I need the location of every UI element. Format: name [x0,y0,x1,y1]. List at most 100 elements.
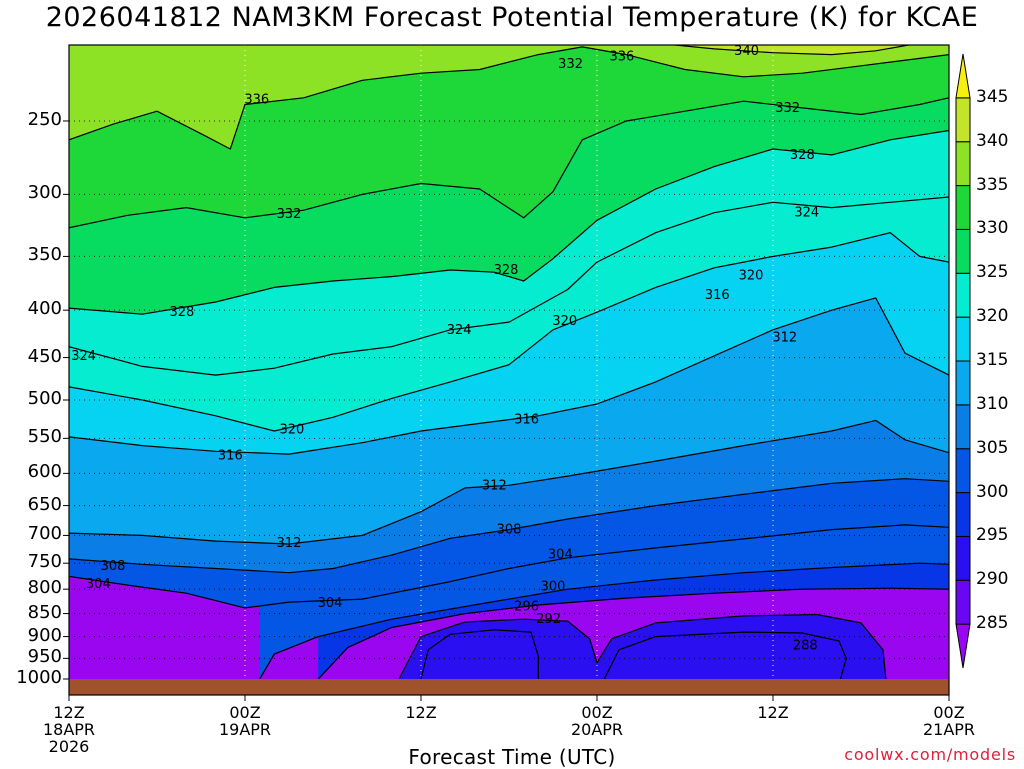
ytick-label-400: 400 [27,298,62,320]
contour-332-12 [69,97,949,229]
colorbar-label-300: 300 [976,481,1009,502]
colorbar-swatch-13 [955,53,971,99]
contour-label-340-0: 340 [734,44,759,59]
contour-label-332-6: 332 [277,207,302,222]
contour-label-328-5: 328 [790,148,815,163]
xtick-line-48-0: 12Z [757,703,789,722]
contour-label-324-15: 324 [71,349,96,364]
colorbar-swatch-1 [955,579,971,625]
xtick-line-36-1: 20APR [570,720,624,739]
contour-label-320-9: 320 [739,269,764,284]
colorbar-label-345: 345 [976,86,1009,107]
colorbar-label-295: 295 [976,525,1009,546]
contour-label-336-3: 336 [244,92,269,107]
contour-324-10 [69,196,949,376]
contour-label-328-8: 328 [494,263,519,278]
ytick-label-950: 950 [27,646,62,668]
colorbar-swatch-5 [955,404,971,450]
colorbar-label-290: 290 [976,569,1009,590]
contour-label-316-18: 316 [218,449,243,464]
xtick-line-36-0: 00Z [581,703,613,722]
colorbar-label-315: 315 [976,350,1009,370]
colorbar-swatch-8 [955,272,971,318]
contour-label-304-22: 304 [548,548,573,563]
chart-title: 2026041812 NAM3KM Forecast Potential Tem… [45,2,979,33]
ytick-label-500: 500 [27,387,62,409]
field-band-336-13 [69,45,949,149]
contour-label-328-11: 328 [170,305,195,320]
contour-label-304-26: 304 [318,596,343,611]
field-band-292-2 [399,614,886,679]
contour-label-288-29: 288 [793,638,818,653]
colorbar-label-320: 320 [976,306,1009,327]
contour-label-308-20: 308 [497,523,522,538]
xtick-line-60-0: 00Z [933,703,965,722]
contour-label-308-23: 308 [101,559,126,574]
xtick-label-24: 12Z [376,704,466,721]
contour-label-316-16: 316 [514,413,539,428]
contour-label-324-12: 324 [447,323,472,338]
colorbar-swatch-9 [955,228,971,274]
xtick-label-48: 12Z [728,704,818,721]
contour-336-13 [69,46,949,150]
contour-label-292-28: 292 [536,612,561,627]
colorbar-label-310: 310 [976,393,1009,414]
xtick-line-0-0: 12Z [53,703,85,722]
ytick-label-450: 450 [27,345,62,367]
xtick-line-0-2: 2026 [48,737,90,756]
ytick-label-700: 700 [27,523,62,545]
contour-300-4 [259,562,949,679]
colorbar-swatch-3 [955,492,971,537]
contour-328-11 [69,129,949,315]
xtick-line-60-1: 21APR [922,720,976,739]
contour-label-324-7: 324 [794,206,819,221]
temperature-field [69,45,949,679]
contour-label-336-1: 336 [610,50,635,65]
ytick-label-900: 900 [27,624,62,646]
xtick-label-60: 00Z 21APR [904,704,994,738]
colorbar-label-335: 335 [976,174,1009,195]
tick-marks [63,120,950,701]
contour-label-296-27: 296 [514,599,539,614]
contour-label-312-14: 312 [772,330,797,345]
ytick-label-850: 850 [27,601,62,623]
colorbar-swatch-2 [955,535,971,581]
contour-label-312-19: 312 [482,478,507,493]
colorbar-swatch-12 [955,97,971,143]
colorbar-swatch-4 [955,448,971,494]
contour-label-320-17: 320 [280,422,305,437]
contour-label-312-21: 312 [277,536,302,551]
colorbar-label-305: 305 [976,437,1009,458]
contour-340-14 [668,45,913,56]
ytick-label-1000: 1000 [16,667,62,688]
ytick-label-550: 550 [27,426,62,448]
contour-label-332-2: 332 [558,57,583,72]
ytick-label-750: 750 [27,551,62,573]
contour-308-6 [69,478,949,574]
contour-label-332-4: 332 [775,101,800,116]
contour-labels: 340 336 332 336 332 328 332 324 328 320 316 328 324 3… [71,44,819,654]
grid-lines [69,45,949,679]
ytick-label-250: 250 [27,108,62,130]
contour-320-9 [69,232,949,432]
contour-label-300-25: 300 [541,580,566,595]
ytick-label-300: 300 [27,182,62,204]
contour-label-304-24: 304 [86,577,111,592]
colorbar-label-330: 330 [976,218,1009,239]
colorbar-label-285: 285 [976,613,1009,634]
contour-292-2 [398,613,887,679]
xtick-line-0-1: 18APR [42,720,96,739]
colorbar-swatch-10 [955,185,971,230]
contour-label-316-10: 316 [705,288,730,303]
ytick-label-350: 350 [27,244,62,266]
credit-link[interactable]: coolwx.com/models [844,745,1016,764]
contour-label-320-13: 320 [552,314,577,329]
xtick-label-0: 12Z 18APR 2026 [24,704,114,755]
colorbar-swatch-0 [955,623,971,669]
colorbar-swatch-6 [955,360,971,406]
x-axis-label: Forecast Time (UTC) [408,745,616,769]
contour-288-1 [603,631,847,679]
colorbar-label-340: 340 [976,130,1009,151]
contour-296-3 [317,587,949,679]
